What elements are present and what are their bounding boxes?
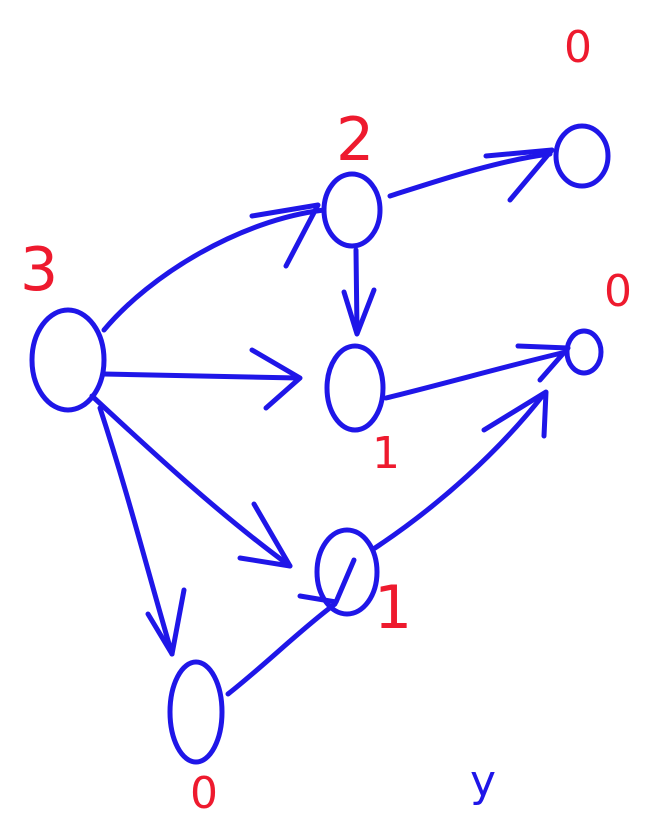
arrowhead-root-bot0: [145, 587, 187, 657]
label-low1: 1: [374, 573, 412, 643]
stray-text: y: [470, 756, 496, 807]
edge-bot0-low1: [225, 601, 338, 697]
arrowhead-root-mid1: [249, 347, 303, 411]
arrowhead-n2-sinkA: [483, 147, 555, 203]
label-n2: 2: [336, 105, 374, 175]
edge-root-low1: [89, 393, 293, 569]
node-n2: [321, 171, 383, 249]
edge-n2-sinkA: [387, 151, 553, 199]
label-sinkA: 0: [564, 22, 592, 73]
node-root: [29, 307, 107, 413]
edge-root-bot0: [97, 405, 175, 657]
edge-root-mid1: [101, 371, 301, 381]
arrowhead-bot0-low1: [297, 557, 357, 605]
node-low1: [314, 527, 380, 617]
node-bot0: [167, 659, 225, 765]
arrowhead-root-n2: [249, 202, 321, 269]
edge-mid1-sinkB: [383, 349, 569, 401]
arrowhead-root-low1: [237, 501, 293, 569]
arrowhead-mid1-sinkB: [515, 343, 571, 383]
edge-low1-sinkB: [372, 391, 547, 551]
node-sinkA: [553, 123, 611, 189]
edge-n2-mid1: [353, 247, 360, 335]
label-bot0: 0: [190, 768, 218, 819]
arrowhead-n2-mid1: [341, 287, 377, 337]
arrowhead-low1-sinkB: [481, 389, 549, 439]
label-root: 3: [20, 235, 58, 305]
node-sinkB: [564, 328, 604, 376]
label-sinkB: 0: [604, 266, 632, 317]
edge-root-n2: [101, 207, 327, 333]
label-mid1: 1: [372, 428, 400, 479]
node-mid1: [324, 343, 386, 433]
